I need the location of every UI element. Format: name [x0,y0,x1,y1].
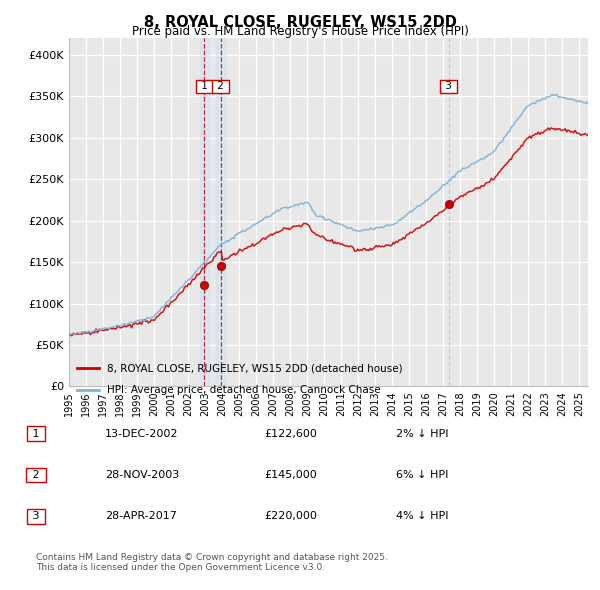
Bar [200,38,209,386]
Text: Contains HM Land Registry data © Crown copyright and database right 2025.: Contains HM Land Registry data © Crown c… [36,553,388,562]
Text: Price paid vs. HM Land Registry's House Price Index (HPI): Price paid vs. HM Land Registry's House … [131,25,469,38]
Text: 28-NOV-2003: 28-NOV-2003 [105,470,179,480]
Bar [217,38,225,386]
Text: 4% ↓ HPI: 4% ↓ HPI [396,512,449,521]
Text: This data is licensed under the Open Government Licence v3.0.: This data is licensed under the Open Gov… [36,563,325,572]
Text: HPI: Average price, detached house, Cannock Chase: HPI: Average price, detached house, Cann… [107,385,381,395]
Text: 1: 1 [29,429,43,438]
Text: 8, ROYAL CLOSE, RUGELEY, WS15 2DD (detached house): 8, ROYAL CLOSE, RUGELEY, WS15 2DD (detac… [107,363,403,373]
Text: 3: 3 [442,81,455,91]
Text: 6% ↓ HPI: 6% ↓ HPI [396,470,448,480]
Text: 13-DEC-2002: 13-DEC-2002 [105,429,179,438]
Text: 28-APR-2017: 28-APR-2017 [105,512,177,521]
Text: 2: 2 [29,470,43,480]
Text: £122,600: £122,600 [264,429,317,438]
Text: £145,000: £145,000 [264,470,317,480]
Text: 1: 1 [198,81,211,91]
Text: 3: 3 [29,512,43,521]
Text: 2: 2 [214,81,227,91]
Text: £220,000: £220,000 [264,512,317,521]
Text: 2% ↓ HPI: 2% ↓ HPI [396,429,449,438]
Text: 8, ROYAL CLOSE, RUGELEY, WS15 2DD: 8, ROYAL CLOSE, RUGELEY, WS15 2DD [143,15,457,30]
